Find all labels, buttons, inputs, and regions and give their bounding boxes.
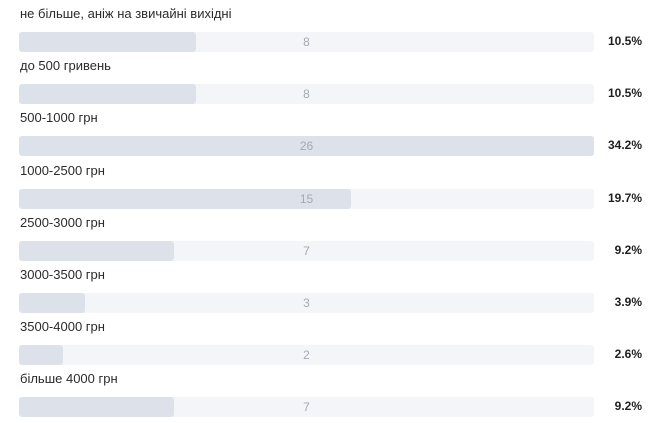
bar-track: 26 [19, 136, 594, 157]
bar-count-label: 8 [303, 35, 310, 49]
percentage-label: 9.2% [614, 242, 642, 257]
category-label: не більше, аніж на звичайні вихідні [20, 6, 232, 21]
bar [19, 84, 196, 105]
bar-count-label: 15 [299, 191, 314, 206]
bar-row: до 500 гривень 8 10.5% [0, 58, 660, 110]
bar [19, 397, 174, 418]
category-label: більше 4000 грн [20, 371, 118, 387]
bar [19, 32, 196, 52]
bar-row: 3500-4000 грн 2 2.6% [0, 319, 660, 371]
category-label: 1000-2500 грн [20, 162, 105, 178]
category-label: 3500-4000 грн [20, 319, 105, 335]
bar-track: 2 [19, 345, 594, 366]
percentage-label: 2.6% [614, 347, 642, 362]
bar-row: 2500-3000 грн 7 9.2% [0, 215, 660, 267]
percentage-label: 19.7% [607, 190, 642, 205]
bar [19, 136, 594, 157]
bar-row: не більше, аніж на звичайні вихідні 8 10.5… [0, 6, 660, 58]
bar-count-label: 26 [299, 139, 314, 154]
bar-track: 15 [19, 188, 594, 209]
bar-count-label: 2 [303, 348, 310, 363]
bar-count-label: 7 [303, 243, 310, 258]
bar [19, 345, 64, 366]
bar-row: 3000-3500 грн 3 3.9% [0, 267, 660, 319]
bar-track: 8 [19, 32, 594, 52]
category-label: 500-1000 грн [20, 110, 98, 126]
percentage-label: 10.5% [607, 86, 642, 101]
bar [19, 293, 86, 313]
category-label: 2500-3000 грн [20, 214, 105, 230]
bar-row: більше 4000 грн 7 9.2% [0, 371, 660, 423]
bar-count-label: 3 [303, 296, 310, 310]
bar-track: 3 [19, 293, 594, 313]
bar [19, 188, 351, 209]
percentage-label: 10.5% [607, 34, 642, 48]
bar [19, 240, 174, 261]
bar-row: 500-1000 грн 26 34.2% [0, 110, 660, 162]
bar-count-label: 7 [303, 400, 310, 415]
bar-track: 8 [19, 84, 594, 105]
percentage-label: 34.2% [607, 138, 642, 153]
bar-track: 7 [19, 397, 594, 418]
category-label: 3000-3500 грн [20, 267, 105, 282]
bar-track: 7 [19, 240, 594, 261]
bar-count-label: 8 [303, 87, 310, 102]
percentage-label: 9.2% [614, 399, 642, 414]
percentage-label: 3.9% [614, 295, 642, 309]
bar-row: 1000-2500 грн 15 19.7% [0, 163, 660, 215]
category-label: до 500 гривень [20, 58, 111, 74]
